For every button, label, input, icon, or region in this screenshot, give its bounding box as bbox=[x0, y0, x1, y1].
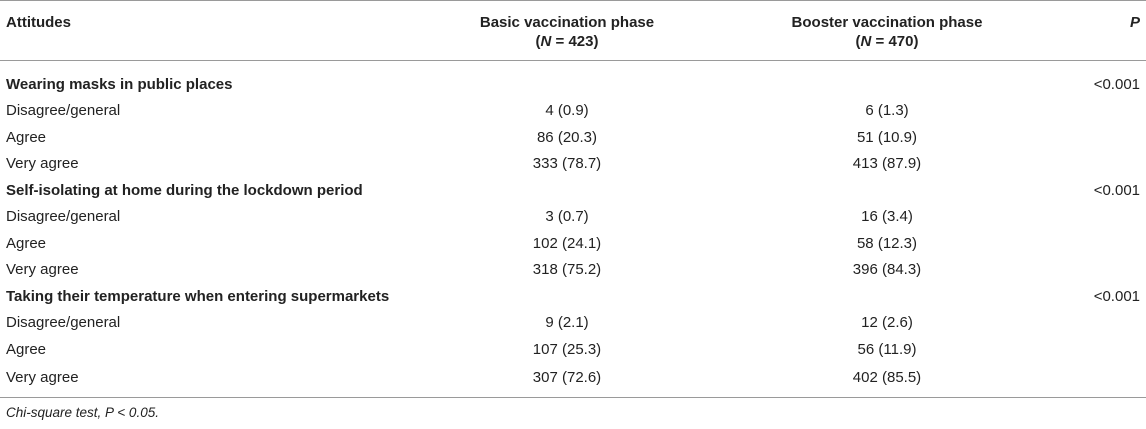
table-footnote: Chi-square test, P < 0.05. bbox=[6, 405, 159, 420]
row-p-empty bbox=[1052, 125, 1146, 152]
header-basic-phase: Basic vaccination phase (N = 423) bbox=[412, 0, 722, 61]
row-basic-value: 3 (0.7) bbox=[545, 208, 589, 226]
header-p-label: P bbox=[1129, 14, 1140, 31]
section-row: Taking their temperature when entering s… bbox=[0, 284, 1146, 311]
table-row: Very agree 307 (72.6) 402 (85.5) bbox=[0, 363, 1146, 398]
row-basic-value: 9 (2.1) bbox=[545, 314, 589, 332]
row-basic-value: 318 (75.2) bbox=[532, 261, 602, 279]
row-label: Very agree bbox=[6, 155, 79, 173]
attitudes-table: Attitudes Basic vaccination phase (N = 4… bbox=[0, 0, 1146, 398]
row-basic-value: 333 (78.7) bbox=[532, 155, 602, 173]
section-basic-empty bbox=[412, 284, 722, 311]
row-p-empty bbox=[1052, 257, 1146, 284]
section-booster-empty bbox=[722, 61, 1052, 99]
row-label: Agree bbox=[6, 234, 47, 252]
table-header-row: Attitudes Basic vaccination phase (N = 4… bbox=[0, 0, 1146, 61]
section-booster-empty bbox=[722, 178, 1052, 205]
row-basic-value: 102 (24.1) bbox=[532, 234, 602, 252]
row-booster-value: 51 (10.9) bbox=[856, 128, 918, 146]
header-booster-n-label: N bbox=[860, 33, 872, 50]
header-booster-title: Booster vaccination phase bbox=[791, 14, 983, 31]
row-label: Disagree/general bbox=[6, 102, 121, 120]
header-basic-n-label: N bbox=[540, 33, 552, 50]
row-label: Disagree/general bbox=[6, 314, 121, 332]
section-title: Self-isolating at home during the lockdo… bbox=[6, 181, 363, 199]
row-label: Disagree/general bbox=[6, 208, 121, 226]
section-basic-empty bbox=[412, 61, 722, 99]
row-p-empty bbox=[1052, 363, 1146, 398]
section-basic-empty bbox=[412, 178, 722, 205]
header-p-value: P bbox=[1052, 0, 1146, 61]
header-booster-n-value: = 470) bbox=[871, 33, 919, 50]
row-label: Agree bbox=[6, 340, 47, 358]
row-booster-value: 16 (3.4) bbox=[861, 208, 913, 226]
row-label: Agree bbox=[6, 128, 47, 146]
header-basic-title: Basic vaccination phase bbox=[479, 14, 655, 31]
row-booster-value: 396 (84.3) bbox=[852, 261, 922, 279]
row-p-empty bbox=[1052, 337, 1146, 364]
table-row: Disagree/general 4 (0.9) 6 (1.3) bbox=[0, 98, 1146, 125]
row-booster-value: 58 (12.3) bbox=[856, 234, 918, 252]
row-booster-value: 402 (85.5) bbox=[722, 363, 1052, 398]
header-attitudes: Attitudes bbox=[0, 0, 412, 61]
row-p-empty bbox=[1052, 204, 1146, 231]
header-booster-n: (N = 470) bbox=[855, 33, 919, 50]
table-row: Disagree/general 9 (2.1) 12 (2.6) bbox=[0, 310, 1146, 337]
row-basic-value: 86 (20.3) bbox=[536, 128, 598, 146]
row-basic-value: 107 (25.3) bbox=[532, 340, 602, 358]
table-row: Agree 107 (25.3) 56 (11.9) bbox=[0, 337, 1146, 364]
section-title: Taking their temperature when entering s… bbox=[6, 287, 390, 305]
section-row: Wearing masks in public places <0.001 bbox=[0, 61, 1146, 99]
table-row: Very agree 318 (75.2) 396 (84.3) bbox=[0, 257, 1146, 284]
table-body: Wearing masks in public places <0.001 Disa… bbox=[0, 61, 1146, 398]
header-basic-n-value: = 423) bbox=[551, 33, 599, 50]
table-row: Disagree/general 3 (0.7) 16 (3.4) bbox=[0, 204, 1146, 231]
attitudes-table-container: Attitudes Basic vaccination phase (N = 4… bbox=[0, 0, 1146, 420]
row-basic-value: 4 (0.9) bbox=[545, 102, 589, 120]
table-row: Very agree 333 (78.7) 413 (87.9) bbox=[0, 151, 1146, 178]
table-row: Agree 102 (24.1) 58 (12.3) bbox=[0, 231, 1146, 258]
section-row: Self-isolating at home during the lockdo… bbox=[0, 178, 1146, 205]
section-booster-empty bbox=[722, 284, 1052, 311]
row-p-empty bbox=[1052, 231, 1146, 258]
row-label: Very agree bbox=[6, 261, 79, 279]
header-booster-phase: Booster vaccination phase (N = 470) bbox=[722, 0, 1052, 61]
row-p-empty bbox=[1052, 151, 1146, 178]
row-booster-value: 413 (87.9) bbox=[852, 155, 922, 173]
row-p-empty bbox=[1052, 310, 1146, 337]
table-row: Agree 86 (20.3) 51 (10.9) bbox=[0, 125, 1146, 152]
row-label: Very agree bbox=[0, 363, 412, 398]
header-basic-n: (N = 423) bbox=[535, 33, 599, 50]
section-p-value: <0.001 bbox=[1093, 75, 1140, 93]
section-title: Wearing masks in public places bbox=[6, 75, 233, 93]
section-p-value: <0.001 bbox=[1093, 181, 1140, 199]
row-booster-value: 6 (1.3) bbox=[865, 102, 909, 120]
section-p-value: <0.001 bbox=[1093, 287, 1140, 305]
row-booster-value: 56 (11.9) bbox=[857, 340, 917, 358]
row-basic-value: 307 (72.6) bbox=[412, 363, 722, 398]
row-p-empty bbox=[1052, 98, 1146, 125]
row-booster-value: 12 (2.6) bbox=[861, 314, 913, 332]
